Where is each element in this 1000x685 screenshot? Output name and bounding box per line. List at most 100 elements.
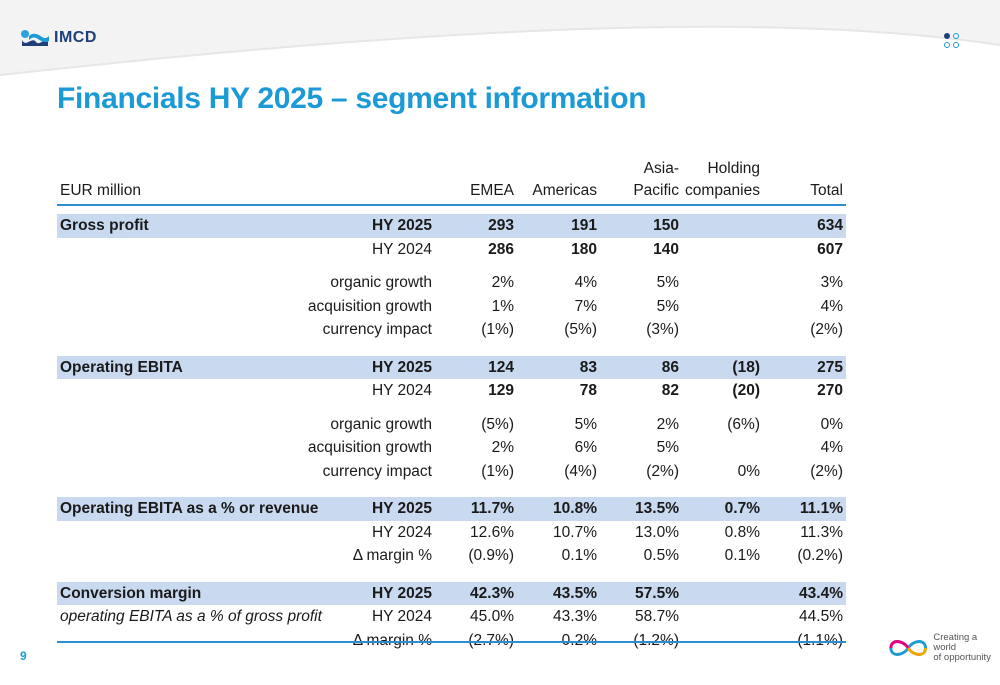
cell-americas: 0.2% [561, 631, 597, 649]
cell-americas: (5%) [564, 321, 597, 338]
cell-total: 4% [820, 439, 843, 456]
cell-emea: (1%) [481, 321, 514, 338]
cell-apac: (1.2%) [633, 631, 679, 649]
cell-emea: 2% [491, 274, 514, 291]
cell-total: (2%) [810, 462, 843, 480]
table-row: acquisition growth 1% 7% 5% 4% [57, 295, 846, 319]
table-row: currency impact (1%) (4%) (2%) 0% (2%) [57, 460, 846, 484]
cell-americas: 43.5% [553, 584, 597, 602]
row-period: acquisition growth [307, 439, 432, 456]
cell-americas: 4% [574, 274, 597, 291]
cell-holding: 0% [737, 462, 760, 480]
cell-apac: (3%) [646, 321, 679, 338]
table-row: operating EBITA as a % of gross profit HY… [57, 605, 846, 629]
table-row: Operating EBITA as a % or revenue HY 2025… [57, 497, 846, 521]
table-row: HY 2024 129 78 82 (20) 270 [57, 379, 846, 403]
cell-emea: 2% [491, 439, 514, 456]
cell-emea: 286 [488, 240, 514, 258]
header-holding-2: companies [685, 182, 760, 199]
cell-total: 634 [817, 217, 843, 234]
row-period: Δ margin % [352, 547, 432, 564]
cell-total: 275 [817, 358, 843, 376]
cell-apac: 5% [656, 439, 679, 456]
cell-americas: 7% [574, 297, 597, 315]
row-label: Operating EBITA [60, 358, 183, 376]
row-period: HY 2024 [371, 523, 432, 541]
cell-americas: 43.3% [553, 608, 597, 625]
page-number: 9 [20, 649, 27, 663]
cell-total: 11.3% [800, 523, 843, 541]
cell-holding: (6%) [727, 415, 760, 433]
table-row: acquisition growth 2% 6% 5% 4% [57, 436, 846, 460]
row-period: HY 2025 [371, 584, 432, 602]
row-period: organic growth [330, 274, 432, 291]
table-row: HY 2024 286 180 140 607 [57, 238, 846, 262]
cell-emea: (0.9%) [468, 547, 514, 564]
cell-emea: 129 [488, 382, 514, 399]
cell-apac: 57.5% [635, 584, 679, 602]
dots-icon [944, 33, 960, 49]
cell-apac: 140 [653, 240, 679, 258]
cell-apac: 0.5% [643, 547, 679, 564]
row-label: operating EBITA as a % of gross profit [60, 608, 322, 625]
row-period: HY 2025 [371, 358, 432, 376]
cell-apac: 86 [661, 358, 679, 376]
cell-apac: (2%) [646, 462, 679, 480]
header-swoosh [0, 0, 1000, 76]
imcd-logo-icon [21, 30, 49, 46]
header-apac-2: Pacific [633, 182, 679, 199]
table-row: Gross profit HY 2025 293 191 150 634 [57, 214, 846, 238]
table-row: Δ margin % (2.7%) 0.2% (1.2%) (1.1%) [57, 629, 846, 653]
cell-americas: 83 [579, 358, 597, 376]
cell-apac: 2% [656, 415, 679, 433]
table-body: Gross profit HY 2025 293 191 150 634 HY 2024 28… [57, 214, 846, 652]
cell-emea: (5%) [481, 415, 514, 433]
row-label: Conversion margin [60, 584, 202, 602]
table-row: HY 2024 12.6% 10.7% 13.0% 0.8% 11.3% [57, 521, 846, 545]
cell-total: 270 [817, 382, 843, 399]
cell-emea: 124 [488, 358, 514, 376]
cell-total: 44.5% [799, 608, 843, 625]
cell-total: 0% [820, 415, 843, 433]
table-row: Operating EBITA HY 2025 124 83 86 (18) 275 [57, 355, 846, 379]
tagline-line-2: of opportunity [933, 652, 991, 663]
brand-name: IMCD [54, 29, 97, 46]
cell-holding: (20) [732, 382, 760, 399]
row-label: Gross profit [60, 217, 149, 234]
cell-emea: 293 [488, 217, 514, 234]
row-label: Operating EBITA as a % or revenue [60, 500, 319, 517]
cell-total: (0.2%) [797, 547, 843, 564]
cell-emea: (2.7%) [468, 631, 514, 649]
row-period: currency impact [322, 462, 432, 480]
cell-emea: (1%) [481, 462, 514, 480]
cell-apac: 5% [656, 274, 679, 291]
cell-apac: 13.5% [635, 500, 679, 517]
row-period: acquisition growth [307, 297, 432, 315]
row-period: HY 2024 [371, 608, 432, 625]
cell-total: 3% [820, 274, 843, 291]
cell-americas: 10.8% [553, 500, 597, 517]
table-row: Δ margin % (0.9%) 0.1% 0.5% 0.1% (0.2%) [57, 544, 846, 568]
cell-total: 43.4% [799, 584, 843, 602]
cell-holding: 0.7% [724, 500, 760, 517]
table-row: organic growth (5%) 5% 2% (6%) 0% [57, 413, 846, 437]
cell-emea: 1% [491, 297, 514, 315]
table-row: currency impact (1%) (5%) (3%) (2%) [57, 318, 846, 342]
cell-apac: 150 [653, 217, 679, 234]
imcd-logo: IMCD [20, 28, 97, 48]
header-total: Total [810, 182, 843, 199]
row-period: HY 2025 [371, 500, 432, 517]
header-americas: Americas [532, 182, 597, 199]
cell-americas: 10.7% [553, 523, 597, 541]
cell-americas: 0.1% [561, 547, 597, 564]
cell-americas: 191 [571, 217, 597, 234]
cell-americas: 78 [579, 382, 597, 399]
cell-emea: 11.7% [470, 500, 514, 517]
table-header: EUR million EMEA Americas Asia- Pacific … [57, 160, 846, 206]
header-label: EUR million [60, 182, 141, 199]
header-emea: EMEA [470, 182, 514, 199]
cell-americas: 180 [571, 240, 597, 258]
cell-emea: 45.0% [470, 608, 514, 625]
header-holding-1: Holding [707, 160, 760, 177]
cell-holding: 0.8% [724, 523, 760, 541]
